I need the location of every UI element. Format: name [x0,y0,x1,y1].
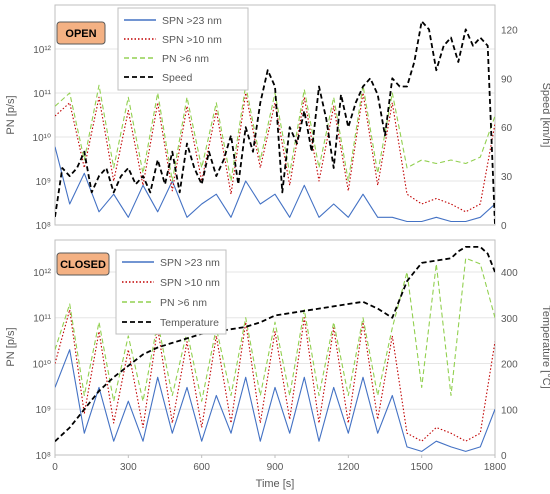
x-tick-label: 1500 [411,462,434,473]
y-tick-label: 10⁹ [36,177,51,188]
legend-label: Speed [162,72,193,84]
y-axis-ticks: 10⁸ 10⁹ 10¹⁰ 10¹¹ 10¹² [33,268,52,462]
chart-closed: 10⁸ 10⁹ 10¹⁰ 10¹¹ 10¹² 0 100 200 300 400 0 300 600… [5,239,550,490]
x-tick-label: 0 [52,462,58,473]
y2-tick-label: 30 [501,172,513,183]
y-tick-label: 10⁹ [36,405,51,416]
x-tick-label: 600 [193,462,210,473]
panel-label: CLOSED [60,259,106,271]
y-tick-label: 10¹² [33,268,51,279]
legend: SPN >23 nm SPN >10 nm PN >6 nm Speed [117,7,249,91]
y2-tick-label: 120 [501,25,518,36]
series-pn-6-nm-line [55,84,495,182]
legend-label: SPN >23 nm [160,257,220,269]
y2-tick-label: 200 [501,360,518,371]
legend: SPN >23 nm SPN >10 nm PN >6 nm Temperature [115,249,227,335]
panel-label-badge: CLOSED [56,252,110,276]
y2-tick-label: 300 [501,314,518,325]
series-spn-23-nm-line [55,349,495,452]
y2-tick-label: 0 [501,451,507,462]
plot-frame [54,4,496,226]
series-spn-23-nm-line [55,146,495,223]
series-temperature-line [55,245,495,442]
legend-label: PN >6 nm [162,53,209,65]
legend-label: PN >6 nm [160,297,207,309]
y-axis-label: PN [p/s] [5,95,17,134]
series-layer [55,245,495,452]
y2-tick-label: 400 [501,268,518,279]
y-tick-label: 10⁸ [36,221,51,232]
series-layer [55,20,495,225]
y2-tick-label: 100 [501,405,518,416]
y2-tick-label: 90 [501,74,513,85]
y-axis-label: PN [p/s] [5,327,17,366]
series-spn-10-nm-line [55,309,495,442]
y-tick-label: 10¹¹ [33,314,51,325]
y2-tick-label: 60 [501,123,513,134]
panel-label: OPEN [65,28,96,40]
y2-axis-ticks: 0 30 60 90 120 [501,25,518,232]
y-axis-ticks: 10⁸ 10⁹ 10¹⁰ 10¹¹ 10¹² [33,45,52,232]
y2-axis-ticks: 0 100 200 300 400 [501,268,518,462]
y-tick-label: 10¹² [33,45,51,56]
x-tick-label: 900 [267,462,284,473]
legend-label: Temperature [160,317,219,329]
x-axis-ticks: 0 300 600 900 1200 1500 1800 [52,455,507,473]
y-tick-label: 10¹¹ [33,89,51,100]
legend-label: SPN >10 nm [162,34,222,46]
x-tick-label: 1200 [337,462,360,473]
panel-label-badge: OPEN [56,21,106,45]
legend-label: SPN >10 nm [160,277,220,289]
y2-axis-label: Temperature [°C] [540,305,550,388]
y-tick-label: 10¹⁰ [33,359,51,370]
y-tick-label: 10¹⁰ [33,133,51,144]
series-spn-10-nm-line [55,92,495,213]
x-tick-label: 300 [120,462,137,473]
series-pn-6-nm-line [55,257,495,402]
y-tick-label: 10⁸ [36,451,51,462]
y2-tick-label: 0 [501,221,507,232]
legend-label: SPN >23 nm [162,15,222,27]
x-axis-label: Time [s] [256,478,295,490]
y2-axis-label: Speed [km/h] [540,83,550,148]
chart-open: 10⁸ 10⁹ 10¹⁰ 10¹¹ 10¹² 0 30 60 90 120 PN [p/s] S… [5,4,550,232]
x-tick-label: 1800 [484,462,507,473]
